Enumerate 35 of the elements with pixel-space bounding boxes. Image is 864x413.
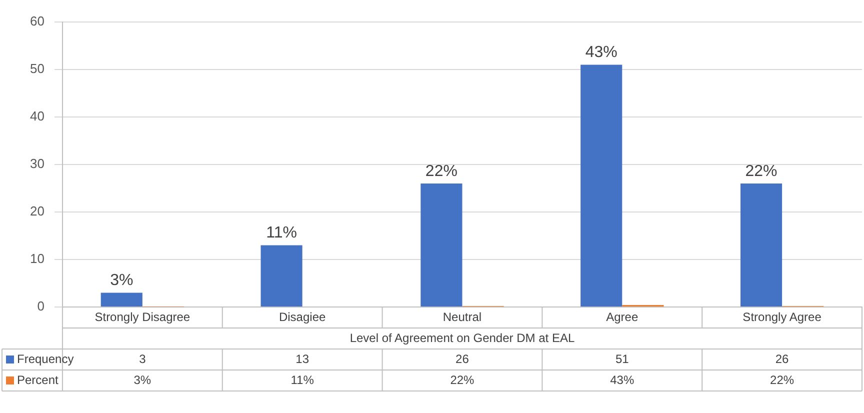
legend-label: Frequency [17, 352, 74, 366]
y-tick-label: 40 [30, 108, 44, 124]
y-tick-label: 0 [37, 298, 44, 314]
x-tick-label: Agree [606, 310, 638, 324]
bar [100, 292, 142, 306]
annotation: 43% [585, 44, 618, 62]
annotation: 3% [110, 272, 134, 290]
data-label: 26 [456, 352, 470, 366]
data-label: 3% [134, 372, 152, 387]
data-label: 3 [139, 352, 146, 366]
bar [420, 184, 462, 306]
y-tick-label: 50 [30, 61, 44, 76]
x-tick-label: Strongly Disagree [94, 310, 190, 324]
annotation: 11% [266, 224, 297, 242]
data-label: 22% [450, 372, 475, 387]
y-tick-label: 30 [30, 156, 44, 172]
y-tick-label: 20 [30, 204, 44, 219]
bar [580, 64, 622, 306]
annotation: 22% [745, 162, 778, 180]
y-tick-label: 10 [30, 251, 44, 266]
data-label: 11% [290, 372, 314, 387]
data-label: 26 [775, 352, 790, 366]
data-label: 43% [610, 372, 634, 387]
data-label: 13 [296, 352, 310, 366]
y-tick-label: 60 [30, 14, 44, 29]
legend-label: Percent [17, 372, 60, 387]
x-axis-title: Level of Agreement on Gender DM at EAL [350, 330, 575, 345]
x-tick-label: Neutral [442, 310, 482, 324]
data-label: 22% [770, 372, 794, 387]
bar [740, 184, 782, 306]
bar [260, 245, 302, 306]
x-tick-label: Disagiee [278, 310, 326, 324]
data-label: 51 [615, 352, 630, 366]
annotation: 22% [425, 162, 458, 180]
x-tick-label: Strongly Agree [742, 310, 822, 324]
